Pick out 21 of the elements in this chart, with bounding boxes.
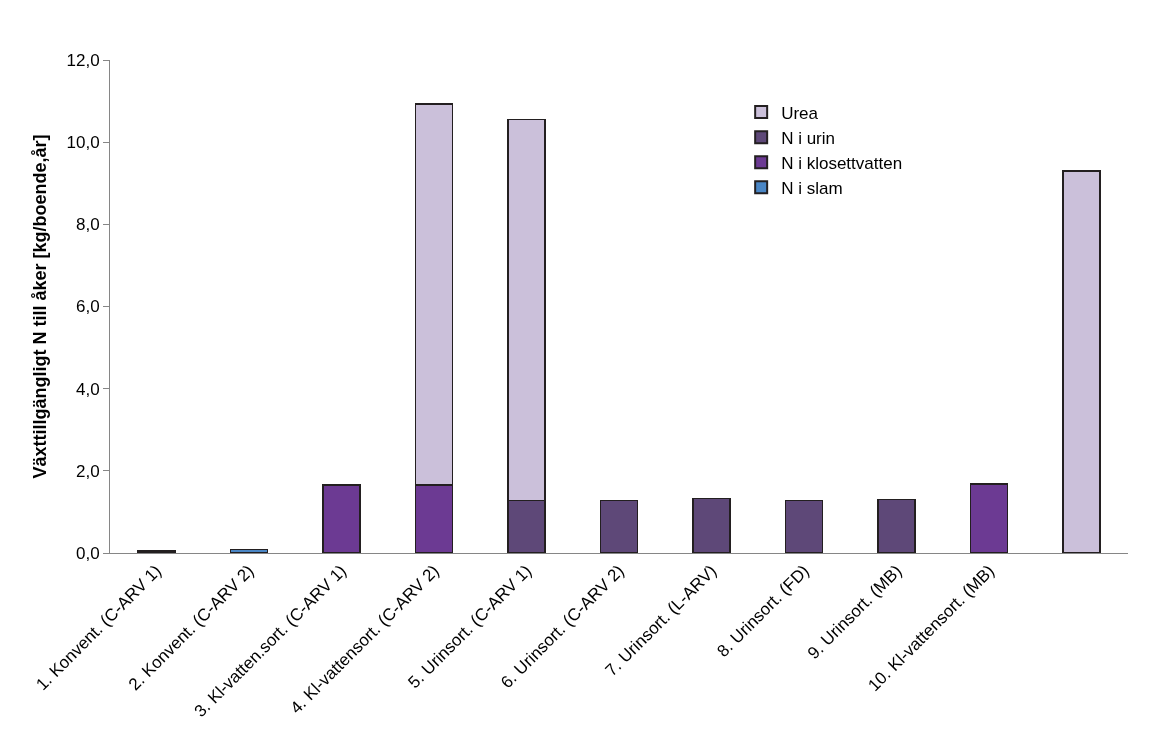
bar [784, 499, 824, 553]
legend-label: Urea [781, 103, 819, 123]
legend-label: N i slam [781, 178, 843, 198]
y-tick-label: 12,0 [66, 50, 100, 70]
bar [599, 499, 639, 553]
y-tick-label: 4,0 [75, 379, 100, 399]
bar [969, 483, 1009, 553]
legend-label: N i urin [781, 128, 836, 148]
legend-label: N i klosettvatten [781, 153, 903, 173]
y-tick-label: 6,0 [75, 297, 100, 317]
bar [692, 497, 731, 553]
bar [322, 484, 361, 553]
y-tick-label: 0,0 [75, 543, 100, 563]
bar [229, 548, 269, 553]
y-tick-label: 10,0 [66, 133, 100, 153]
bar [1062, 170, 1101, 553]
y-axis-title: Växttillgängligt N till åker [kg/boende,år] [29, 134, 50, 479]
y-tick-label: 8,0 [75, 215, 100, 235]
y-tick-label: 2,0 [75, 461, 100, 481]
bar [137, 550, 176, 553]
bar [877, 498, 916, 553]
